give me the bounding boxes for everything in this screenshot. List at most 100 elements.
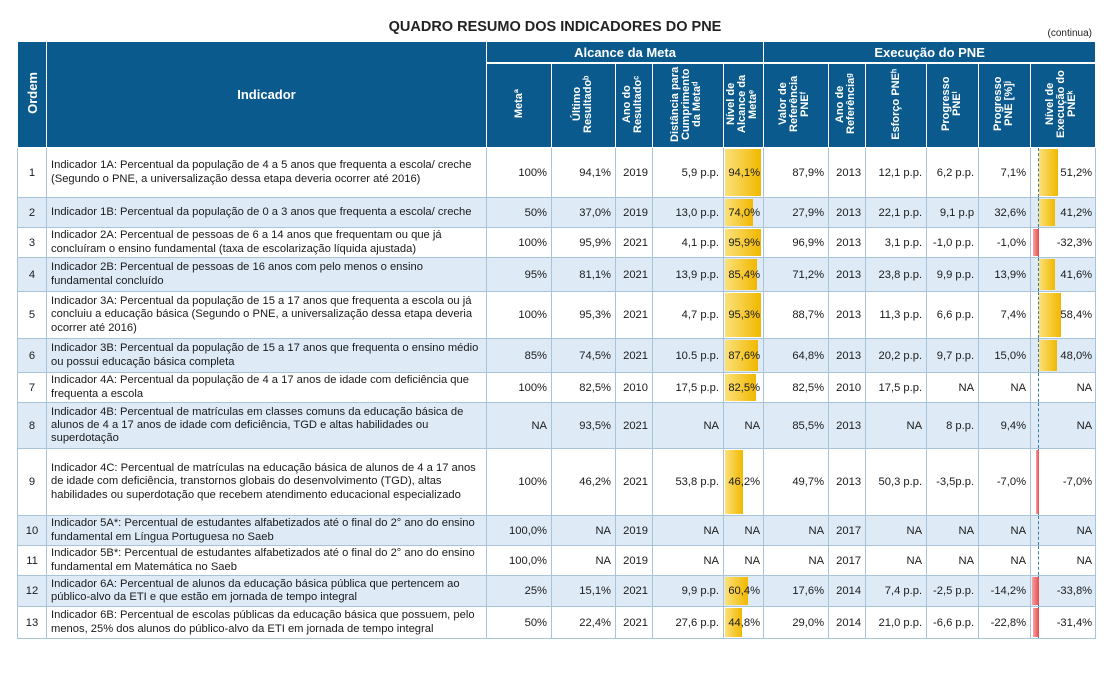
row-nivel-execucao: 41,2% bbox=[1030, 197, 1097, 228]
execucao-axis-line bbox=[1038, 546, 1040, 575]
row-ultimo-resultado: 74,5% bbox=[551, 338, 616, 373]
execucao-bar bbox=[1039, 199, 1056, 226]
row-esforco: 22,1 p.p. bbox=[865, 197, 928, 228]
row-ano-referencia: 2017 bbox=[828, 545, 867, 576]
row-nivel-execucao: NA bbox=[1030, 402, 1097, 449]
row-nivel-alcance: 87,6% bbox=[722, 338, 765, 373]
bar-value-label: NA bbox=[744, 554, 761, 567]
row-indicador: Indicador 2A: Percentual de pessoas de 6… bbox=[46, 227, 487, 258]
alcance-bar bbox=[725, 608, 742, 637]
table-row: 7 Indicador 4A: Percentual da população d… bbox=[17, 372, 1097, 403]
execucao-bar bbox=[1036, 450, 1040, 514]
alcance-bar bbox=[725, 229, 761, 256]
row-indicador: Indicador 5A*: Percentual de estudantes … bbox=[46, 515, 487, 546]
row-indicador: Indicador 4C: Percentual de matrículas n… bbox=[46, 448, 487, 516]
row-progresso: -2,5 p.p. bbox=[926, 575, 980, 607]
row-progresso-pct: -1,0% bbox=[978, 227, 1032, 258]
row-ano-referencia: 2014 bbox=[828, 606, 867, 639]
row-nivel-alcance: NA bbox=[722, 515, 765, 546]
row-progresso: 9,7 p.p. bbox=[926, 338, 980, 373]
bar-value-label: NA bbox=[1076, 419, 1093, 432]
execucao-axis-line bbox=[1038, 339, 1040, 372]
execucao-bar bbox=[1039, 293, 1062, 337]
row-progresso: -1,0 p.p. bbox=[926, 227, 980, 258]
bar-value-label: 87,6% bbox=[728, 349, 761, 362]
execucao-axis-line bbox=[1038, 403, 1040, 448]
table-row: 3 Indicador 2A: Percentual de pessoas de … bbox=[17, 227, 1097, 258]
row-esforco: 12,1 p.p. bbox=[865, 147, 928, 198]
table-row: 13 Indicador 6B: Percentual de escolas pú… bbox=[17, 606, 1097, 639]
row-ano-resultado: 2019 bbox=[615, 545, 653, 576]
row-indicador: Indicador 5B*: Percentual de estudantes … bbox=[46, 545, 487, 576]
row-ano-resultado: 2021 bbox=[615, 606, 653, 639]
header-ultimo-resultado: Último Resultadoᵇ bbox=[551, 62, 616, 148]
row-valor-referencia: 71,2% bbox=[763, 257, 830, 292]
row-nivel-alcance: 46,2% bbox=[722, 448, 765, 516]
row-valor-referencia: 17,6% bbox=[763, 575, 830, 607]
row-distancia: 13,0 p.p. bbox=[652, 197, 724, 228]
row-meta: 50% bbox=[486, 606, 552, 639]
header-execucao-group: Execução do PNE bbox=[763, 41, 1097, 64]
row-ano-referencia: 2010 bbox=[828, 372, 867, 403]
row-esforco: NA bbox=[865, 515, 928, 546]
alcance-bar bbox=[725, 577, 748, 605]
execucao-bar bbox=[1032, 577, 1040, 605]
execucao-axis-line bbox=[1038, 258, 1040, 291]
row-ordem: 1 bbox=[17, 147, 47, 198]
bar-value-label: 48,0% bbox=[1060, 349, 1093, 362]
row-ultimo-resultado: 37,0% bbox=[551, 197, 616, 228]
row-ultimo-resultado: 93,5% bbox=[551, 402, 616, 449]
row-ano-resultado: 2021 bbox=[615, 448, 653, 516]
bar-value-label: 85,4% bbox=[728, 268, 761, 281]
bar-value-label: 41,6% bbox=[1060, 268, 1093, 281]
row-distancia: NA bbox=[652, 402, 724, 449]
row-ano-resultado: 2021 bbox=[615, 338, 653, 373]
row-indicador: Indicador 3B: Percentual da população de… bbox=[46, 338, 487, 373]
row-nivel-execucao: NA bbox=[1030, 372, 1097, 403]
row-progresso-pct: 7,4% bbox=[978, 291, 1032, 339]
row-esforco: 3,1 p.p. bbox=[865, 227, 928, 258]
row-ano-resultado: 2021 bbox=[615, 257, 653, 292]
header-valor-referencia: Valor de Referência PNEᶠ bbox=[763, 62, 830, 148]
header-ano-resultado: Ano do Resultadoᶜ bbox=[615, 62, 653, 148]
row-progresso: -6,6 p.p. bbox=[926, 606, 980, 639]
row-indicador: Indicador 6B: Percentual de escolas públ… bbox=[46, 606, 487, 639]
header-distancia: Distância para Cumprimento da Metaᵈ bbox=[652, 62, 724, 148]
row-progresso-pct: 9,4% bbox=[978, 402, 1032, 449]
row-ultimo-resultado: NA bbox=[551, 545, 616, 576]
row-nivel-execucao: 48,0% bbox=[1030, 338, 1097, 373]
header-alcance-group: Alcance da Meta bbox=[485, 41, 765, 64]
row-ano-resultado: 2021 bbox=[615, 402, 653, 449]
row-ano-referencia: 2013 bbox=[828, 402, 867, 449]
row-distancia: NA bbox=[652, 545, 724, 576]
row-indicador: Indicador 4A: Percentual da população de… bbox=[46, 372, 487, 403]
row-meta: 100,0% bbox=[486, 545, 552, 576]
row-valor-referencia: 64,8% bbox=[763, 338, 830, 373]
alcance-bar bbox=[725, 259, 757, 290]
bar-value-label: NA bbox=[1076, 554, 1093, 567]
bar-value-label: 95,9% bbox=[728, 236, 761, 249]
row-nivel-alcance: 44,8% bbox=[722, 606, 765, 639]
row-ultimo-resultado: 94,1% bbox=[551, 147, 616, 198]
row-nivel-execucao: 51,2% bbox=[1030, 147, 1097, 198]
bar-value-label: NA bbox=[1076, 524, 1093, 537]
row-valor-referencia: 96,9% bbox=[763, 227, 830, 258]
row-progresso-pct: 32,6% bbox=[978, 197, 1032, 228]
row-nivel-execucao: 58,4% bbox=[1030, 291, 1097, 339]
bar-value-label: 44,8% bbox=[728, 616, 761, 629]
row-distancia: NA bbox=[652, 515, 724, 546]
bar-value-label: NA bbox=[744, 524, 761, 537]
execucao-bar bbox=[1033, 229, 1040, 256]
header-nivel-alcance: Nível de Alcance da Metaᵉ bbox=[722, 62, 765, 148]
row-valor-referencia: NA bbox=[763, 545, 830, 576]
execucao-axis-line bbox=[1038, 198, 1040, 227]
row-esforco: 11,3 p.p. bbox=[865, 291, 928, 339]
row-esforco: 23,8 p.p. bbox=[865, 257, 928, 292]
row-nivel-alcance: NA bbox=[722, 402, 765, 449]
row-nivel-execucao: -33,8% bbox=[1030, 575, 1097, 607]
row-progresso: 6,2 p.p. bbox=[926, 147, 980, 198]
row-ultimo-resultado: 95,9% bbox=[551, 227, 616, 258]
bar-value-label: 60,4% bbox=[728, 585, 761, 597]
table-row: 9 Indicador 4C: Percentual de matrículas … bbox=[17, 448, 1097, 516]
row-progresso-pct: -7,0% bbox=[978, 448, 1032, 516]
